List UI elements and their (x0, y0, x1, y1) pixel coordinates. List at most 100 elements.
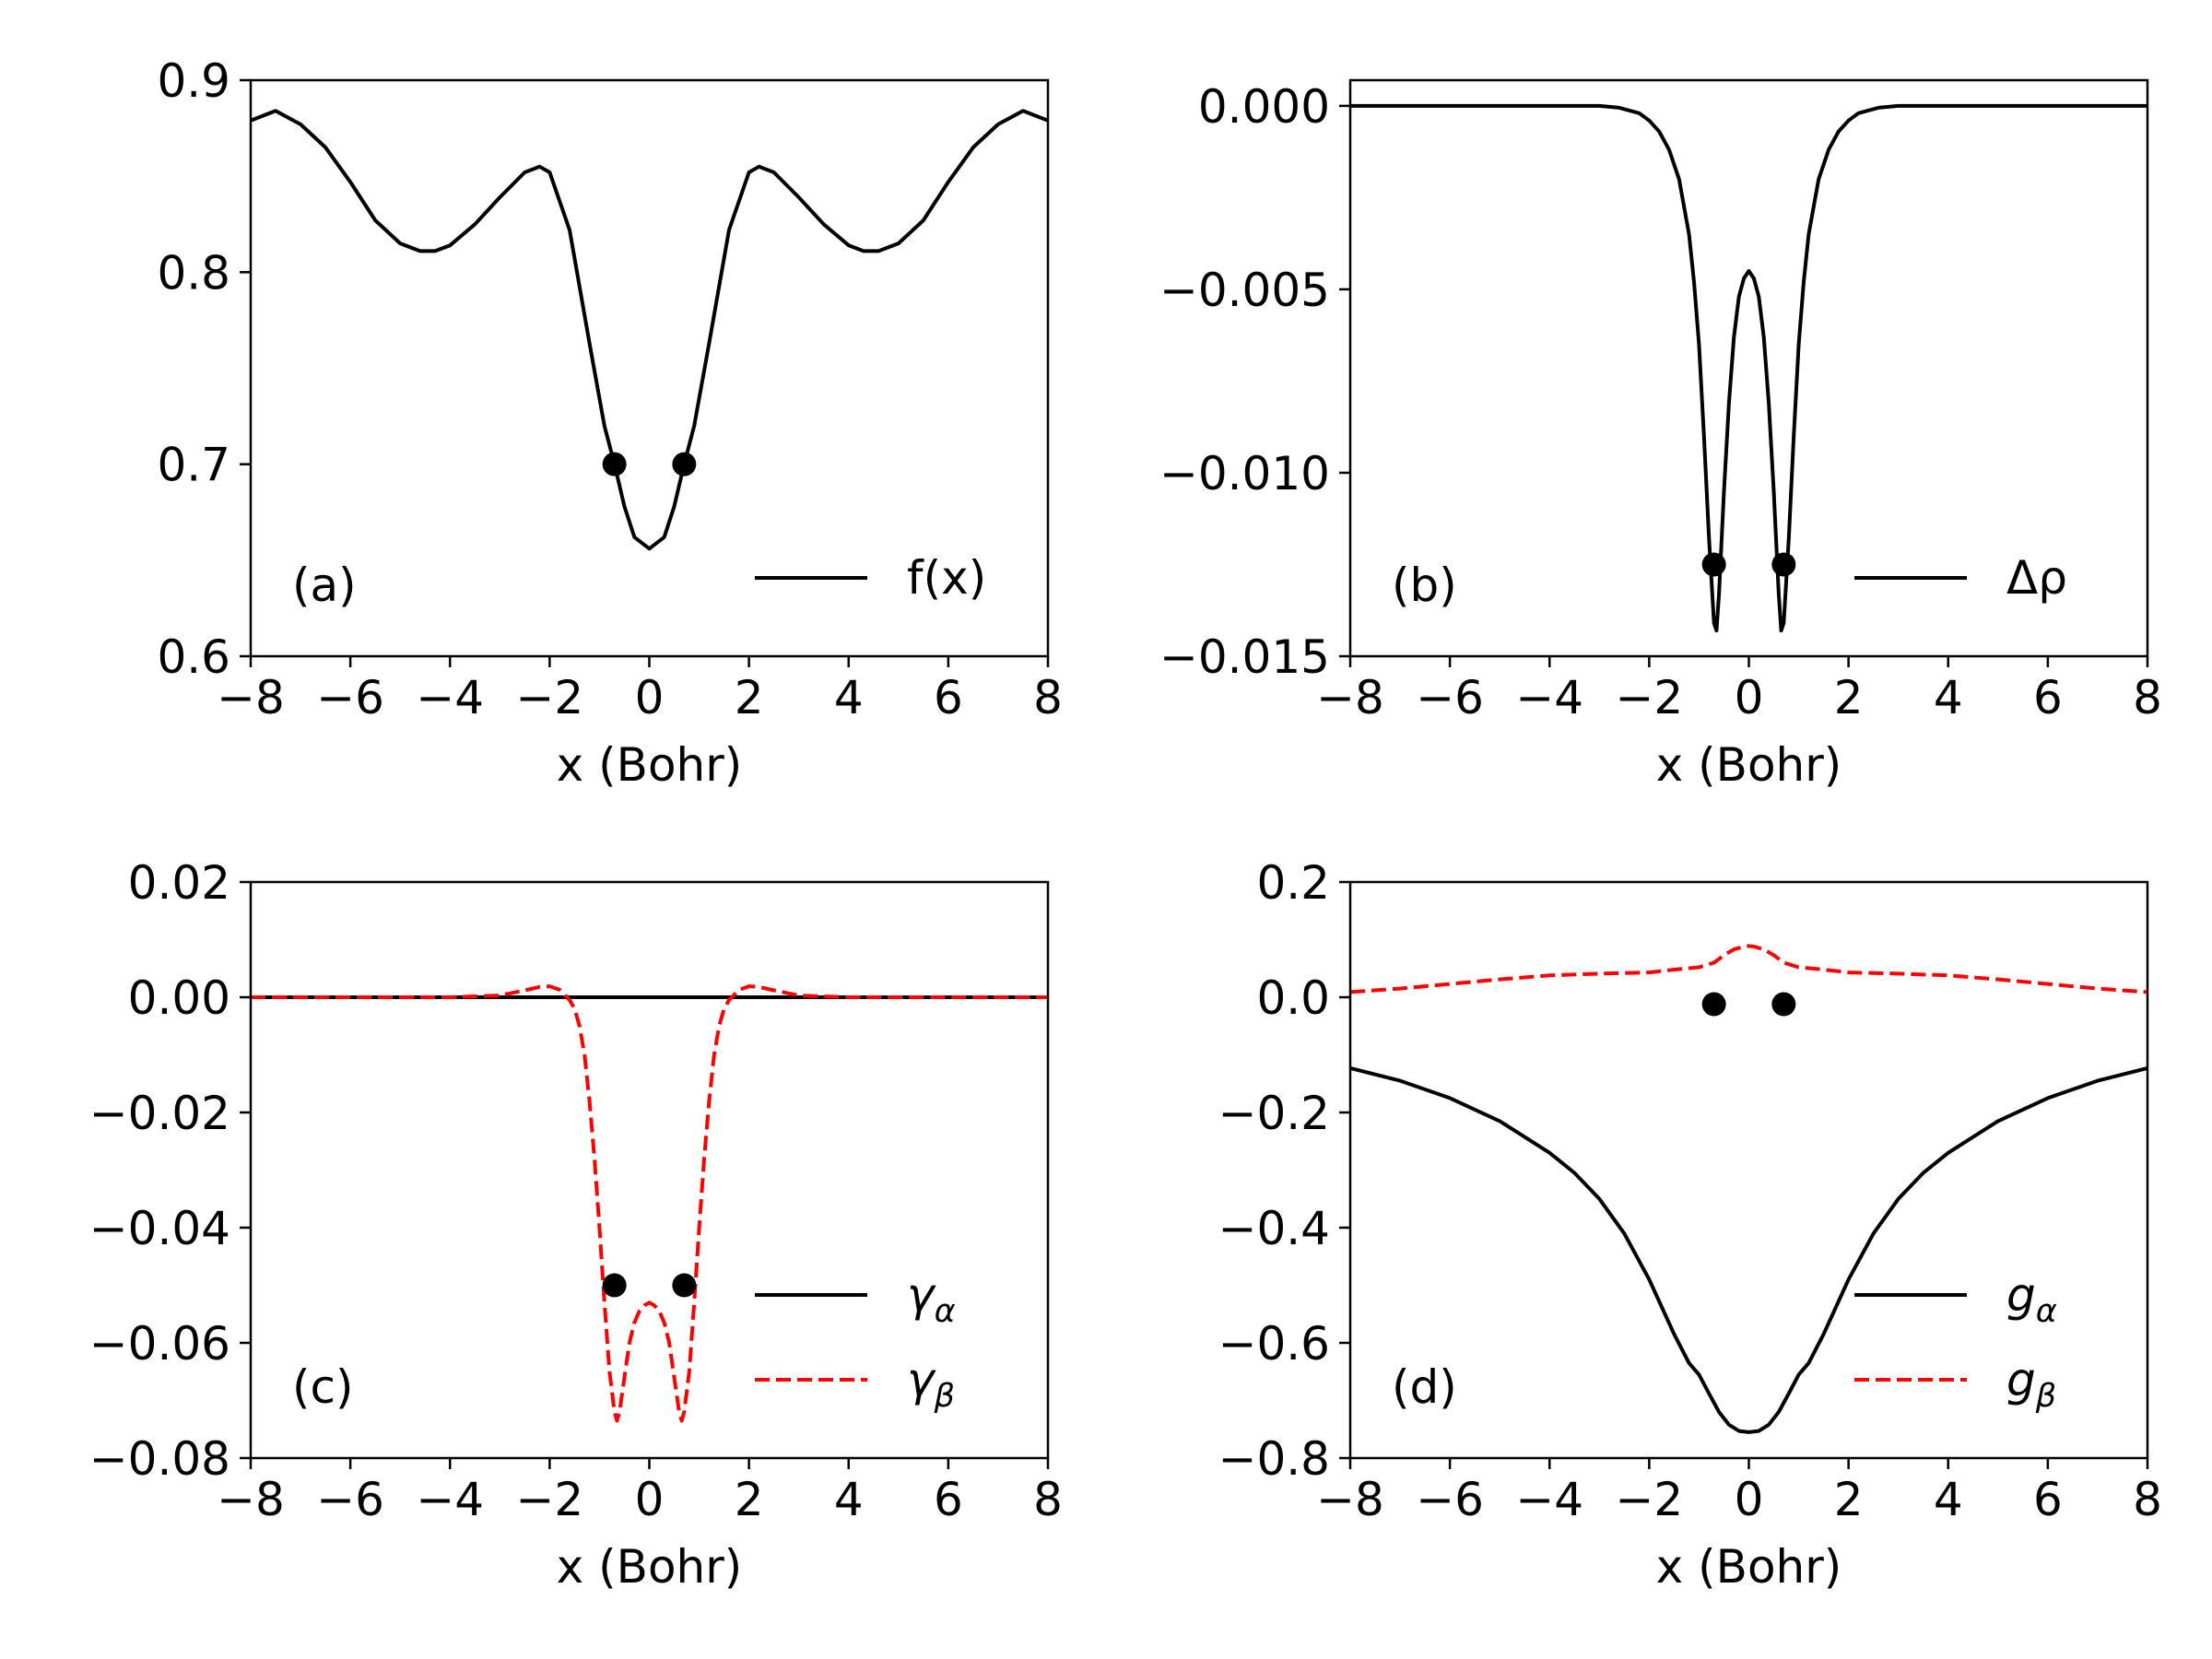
panel-d-xlabel: x (Bohr) (1656, 1540, 1842, 1594)
panel-c-xtick-label: 2 (735, 1473, 764, 1526)
panel-a-tag: (a) (292, 559, 357, 612)
panel-a-ytick-label: 0.8 (157, 246, 230, 300)
panel-d-xtick-label: −8 (1316, 1473, 1384, 1526)
panel-a-ytick-label: 0.7 (157, 439, 230, 492)
panel-d-xtick-label: 8 (2133, 1473, 2162, 1526)
panel-c-atom-marker (602, 1273, 627, 1298)
panel-c-xlabel: x (Bohr) (557, 1540, 743, 1594)
panel-d-xtick-label: 4 (1934, 1473, 1963, 1526)
panel-d: −8 −6 −4 −2 0 2 4 6 8 0.2 0.0 −0.2 −0.4 −0.6 −0.8 x (Bo… (1218, 856, 2162, 1594)
panel-b-ytick-label: −0.015 (1159, 630, 1330, 684)
panel-c-ytick-label: −0.06 (89, 1317, 230, 1371)
panel-b-ytick-label: −0.010 (1159, 447, 1330, 500)
panel-c-frame (249, 880, 1050, 1460)
panel-b-xtick-label: 8 (2133, 671, 2162, 724)
panel-d-legend-symbol: g (2006, 1268, 2036, 1322)
panel-c: −8 −6 −4 −2 0 2 4 6 8 0.02 0.00 −0.02 −0.04 −0.06 −0.0… (89, 856, 1063, 1594)
panel-c-ytick-label: −0.04 (89, 1202, 230, 1255)
panel-d-legend-symbol: g (2006, 1353, 2036, 1406)
panel-b-xtick-label: −2 (1616, 671, 1684, 724)
panel-c-legend-symbol: γ (907, 1353, 936, 1406)
panel-d-xtick-label: 6 (2033, 1473, 2063, 1526)
panel-b-legend-label: Δρ (2006, 551, 2067, 605)
panel-a-xtick-label: 0 (635, 671, 665, 724)
panel-d-ytick-label: 0.2 (1256, 856, 1330, 910)
panel-d-legend-subscript: β (2035, 1378, 2056, 1415)
panel-a-frame (249, 78, 1050, 658)
panel-a-xtick-label: −8 (217, 671, 285, 724)
panel-a-xtick-label: 2 (735, 671, 764, 724)
panel-d-xtick-label: 2 (1834, 1473, 1864, 1526)
panel-a-xtick-label: 4 (834, 671, 864, 724)
panel-b-xtick-label: 4 (1934, 671, 1963, 724)
panel-d-ytick-label: 0.0 (1256, 971, 1330, 1025)
panel-d-series-g_beta (1350, 944, 2147, 994)
panel-c-xtick-label: 6 (934, 1473, 963, 1526)
panel-c-xtick-label: −4 (416, 1473, 484, 1526)
panel-c-plot-area (251, 984, 1048, 1423)
panel-d-ytick-label: −0.2 (1218, 1087, 1330, 1140)
panel-b-xtick-label: 0 (1735, 671, 1764, 724)
panel-d-tag: (d) (1392, 1360, 1457, 1414)
panel-c-atom-marker (672, 1273, 697, 1298)
panel-d-legend-label: gβ (2006, 1353, 2056, 1415)
panel-b-frame (1348, 78, 2149, 658)
panel-b: −8 −6 −4 −2 0 2 4 6 8 0.000 −0.005 −0.010 −0.015 x (B… (1159, 78, 2162, 792)
panel-b-xtick-label: −4 (1515, 671, 1583, 724)
panel-a-xtick-label: 8 (1033, 671, 1063, 724)
panel-c-legend-label: γβ (907, 1353, 955, 1415)
panel-c-tag: (c) (292, 1360, 354, 1414)
panel-a-plot-area (251, 109, 1048, 551)
panel-c-legend-subscript: β (934, 1378, 955, 1415)
panel-b-series-Δρ (1350, 103, 2147, 633)
panel-c-ytick-label: 0.02 (128, 856, 230, 910)
panel-a-xtick-label: 6 (934, 671, 963, 724)
panel-d-ytick-label: −0.6 (1218, 1317, 1330, 1371)
panel-c-ytick-label: −0.08 (89, 1432, 230, 1486)
panel-d-frame (1348, 880, 2149, 1460)
panel-c-legend-subscript: α (935, 1293, 956, 1330)
panel-a-xtick-label: −4 (416, 671, 484, 724)
panel-b-xtick-label: −6 (1416, 671, 1484, 724)
panel-b-plot-area (1350, 103, 2147, 633)
panel-d-atom-marker (1771, 992, 1796, 1017)
panel-c-legend-symbol: γ (907, 1268, 936, 1322)
panel-d-plot-area (1350, 944, 2147, 1434)
panel-b-atom-marker (1771, 552, 1796, 577)
panel-c-ytick-label: 0.00 (128, 971, 230, 1025)
panel-a-legend-label: f(x) (907, 551, 986, 605)
panel-b-atom-marker (1701, 552, 1726, 577)
panel-a: −8 −6 −4 −2 0 2 4 6 8 0.6 0.7 0.8 0.9 x (Bohr) (a) f(x) (157, 54, 1062, 792)
panel-d-xtick-label: −6 (1416, 1473, 1484, 1526)
panel-c-series-gamma_beta (251, 984, 1048, 1423)
panel-b-ytick-label: −0.005 (1159, 264, 1330, 317)
panel-c-xtick-label: 0 (635, 1473, 665, 1526)
panel-c-xtick-label: 8 (1033, 1473, 1063, 1526)
panel-b-xtick-label: 2 (1834, 671, 1864, 724)
panel-d-series-g_alpha (1350, 1065, 2147, 1434)
panel-d-atom-marker (1701, 992, 1726, 1017)
panel-c-xtick-label: −6 (316, 1473, 384, 1526)
panel-a-series-f(x) (251, 109, 1048, 551)
panel-a-ytick-label: 0.9 (157, 54, 230, 108)
panel-a-xlabel: x (Bohr) (557, 738, 743, 792)
panel-d-xtick-label: −2 (1616, 1473, 1684, 1526)
panel-d-legend-subscript: α (2036, 1293, 2057, 1330)
panel-d-xtick-label: −4 (1515, 1473, 1583, 1526)
panel-b-xlabel: x (Bohr) (1656, 738, 1842, 792)
panel-a-legend-symbol: f(x) (907, 551, 986, 605)
panel-b-xtick-label: 6 (2033, 671, 2063, 724)
panel-b-tag: (b) (1392, 559, 1457, 612)
panel-c-legend-label: γα (907, 1268, 956, 1330)
panel-d-ytick-label: −0.8 (1218, 1432, 1330, 1486)
panel-b-legend-symbol: Δρ (2006, 551, 2067, 605)
panel-d-xtick-label: 0 (1735, 1473, 1764, 1526)
panel-c-xtick-label: −8 (217, 1473, 285, 1526)
panel-b-ytick-label: 0.000 (1198, 80, 1330, 134)
panel-a-xtick-label: −2 (516, 671, 584, 724)
panel-b-xtick-label: −8 (1316, 671, 1384, 724)
panel-a-atom-marker (672, 452, 697, 477)
panel-d-legend-label: gα (2006, 1268, 2057, 1330)
panel-c-ytick-label: −0.02 (89, 1087, 230, 1140)
